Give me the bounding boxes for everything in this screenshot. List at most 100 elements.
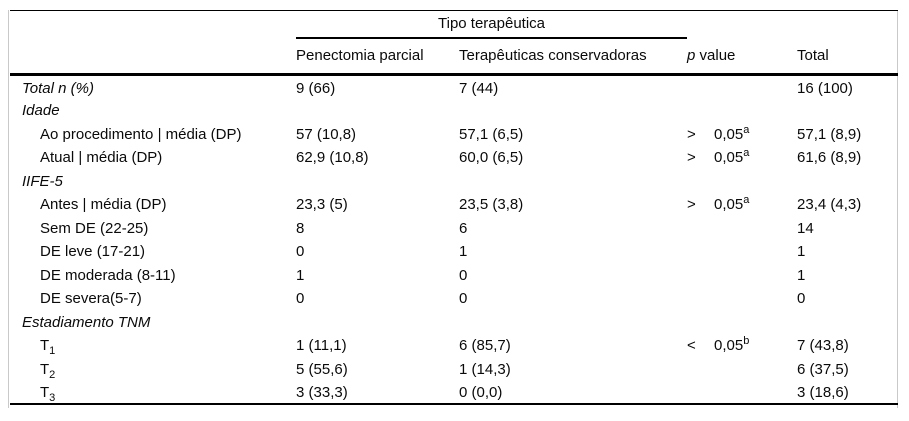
p-comparison-sign: < [687, 337, 696, 355]
row-label: T3 [40, 383, 56, 404]
cell-penectomia-parcial: 62,9 (10,8) [296, 149, 369, 167]
cell-terapeuticas-conservadoras [459, 310, 687, 334]
cell-penectomia-parcial: 3 (33,3) [296, 383, 348, 401]
row-label: Sem DE (22-25) [40, 219, 149, 237]
row-label: IIFE-5 [22, 172, 63, 190]
cell-p-value [687, 169, 797, 193]
p-value-footnote-marker: b [743, 335, 750, 348]
p-comparison-sign: > [687, 149, 696, 167]
table-row: DE moderada (8-11) 1 0 1 [10, 263, 898, 287]
cell-terapeuticas-conservadoras: 7 (44) [459, 79, 499, 97]
row-label: Total n (%) [22, 79, 94, 97]
column-header-row: Penectomia parcial Terapêuticas conserva… [10, 37, 899, 76]
cell-p-value: <0,05b [687, 333, 797, 357]
row-label: Idade [22, 102, 60, 120]
cell-terapeuticas-conservadoras: 0 [459, 266, 468, 284]
cell-terapeuticas-conservadoras: 6 (85,7) [459, 337, 511, 355]
cell-penectomia-parcial: 8 [296, 219, 305, 237]
cell-total [797, 310, 898, 334]
table-row: T2 5 (55,6) 1 (14,3) 6 (37,5) [10, 357, 898, 381]
table-body: Total n (%) 9 (66) 7 (44) 16 (100) Idade Ao p… [10, 75, 898, 404]
cell-terapeuticas-conservadoras: 60,0 (6,5) [459, 149, 524, 167]
cell-total: 0 [797, 290, 806, 308]
table-row: Sem DE (22-25) 8 6 14 [10, 216, 898, 240]
p-value-number: 0,05 [714, 337, 744, 355]
table-row: Estadiamento TNM [10, 310, 898, 334]
cell-penectomia-parcial: 1 [296, 266, 305, 284]
cell-p-value [687, 239, 797, 263]
row-label: Antes | média (DP) [40, 196, 167, 214]
cell-p-value [687, 380, 797, 404]
p-value-italic-p: p [687, 46, 696, 64]
group-header-tipo-terapeutica: Tipo terapêutica [296, 10, 688, 39]
cell-penectomia-parcial: 5 (55,6) [296, 360, 348, 378]
p-value-rest: value [695, 46, 736, 64]
cell-p-value: >0,05a [687, 122, 797, 146]
cell-p-value [687, 286, 797, 310]
table-row: T3 3 (33,3) 0 (0,0) 3 (18,6) [10, 380, 898, 404]
p-comparison-sign: > [687, 125, 696, 143]
cell-terapeuticas-conservadoras: 0 [459, 290, 468, 308]
cell-total: 1 [797, 266, 806, 284]
cell-total [797, 169, 898, 193]
table-row: IIFE-5 [10, 169, 898, 193]
cell-total: 23,4 (4,3) [797, 196, 862, 214]
cell-penectomia-parcial [296, 98, 459, 122]
row-label: Estadiamento TNM [22, 313, 151, 331]
column-header-total: Total [797, 37, 899, 76]
cell-total: 57,1 (8,9) [797, 125, 862, 143]
cell-penectomia-parcial: 57 (10,8) [296, 125, 357, 143]
cell-total: 16 (100) [797, 79, 853, 97]
cell-penectomia-parcial: 9 (66) [296, 79, 336, 97]
group-header-row: Tipo terapêutica [10, 10, 898, 39]
cell-p-value [687, 263, 797, 287]
cell-p-value [687, 310, 797, 334]
cell-terapeuticas-conservadoras: 57,1 (6,5) [459, 125, 524, 143]
cell-total [797, 98, 898, 122]
cell-terapeuticas-conservadoras: 1 [459, 243, 468, 261]
row-label: Atual | média (DP) [40, 149, 163, 167]
table-row: DE severa(5-7) 0 0 0 [10, 286, 898, 310]
cell-terapeuticas-conservadoras: 0 (0,0) [459, 383, 503, 401]
row-label-subscript: 2 [49, 368, 56, 381]
group-header-spacer [797, 11, 898, 38]
therapy-comparison-table: Tipo terapêutica Penectomia parcial Tera… [10, 10, 899, 405]
cell-total: 14 [797, 219, 814, 237]
cell-terapeuticas-conservadoras [459, 98, 687, 122]
cell-terapeuticas-conservadoras: 6 [459, 219, 468, 237]
cell-penectomia-parcial [296, 310, 459, 334]
table-row: DE leve (17-21) 0 1 1 [10, 239, 898, 263]
cell-total: 1 [797, 243, 806, 261]
cell-p-value [687, 98, 797, 122]
cell-penectomia-parcial [296, 169, 459, 193]
row-label: Ao procedimento | média (DP) [40, 125, 242, 143]
cell-terapeuticas-conservadoras: 23,5 (3,8) [459, 196, 524, 214]
row-label: DE moderada (8-11) [40, 266, 176, 284]
cell-total: 6 (37,5) [797, 360, 849, 378]
cell-p-value: >0,05a [687, 145, 797, 169]
cell-p-value [687, 75, 797, 99]
p-value-number: 0,05 [714, 125, 744, 143]
cell-penectomia-parcial: 23,3 (5) [296, 196, 348, 214]
cell-p-value [687, 216, 797, 240]
row-label: T2 [40, 360, 56, 381]
p-value-footnote-marker: a [743, 194, 750, 207]
column-header-spacer [10, 37, 296, 76]
table-row: Total n (%) 9 (66) 7 (44) 16 (100) [10, 75, 898, 99]
row-label-subscript: 1 [49, 345, 56, 358]
column-header-penectomia-parcial: Penectomia parcial [296, 37, 459, 76]
column-header-terapeuticas-conservadoras: Terapêuticas conservadoras [459, 37, 688, 76]
p-value-footnote-marker: a [743, 123, 750, 136]
cell-penectomia-parcial: 1 (11,1) [296, 337, 347, 355]
cell-p-value: >0,05a [687, 192, 797, 216]
cell-terapeuticas-conservadoras: 1 (14,3) [459, 360, 511, 378]
cell-p-value [687, 357, 797, 381]
cell-total: 61,6 (8,9) [797, 149, 862, 167]
p-comparison-sign: > [687, 196, 696, 214]
group-header-spacer [687, 11, 797, 38]
p-value-number: 0,05 [714, 196, 744, 214]
cell-total: 7 (43,8) [797, 337, 849, 355]
p-value-number: 0,05 [714, 149, 744, 167]
p-value-footnote-marker: a [743, 147, 750, 160]
